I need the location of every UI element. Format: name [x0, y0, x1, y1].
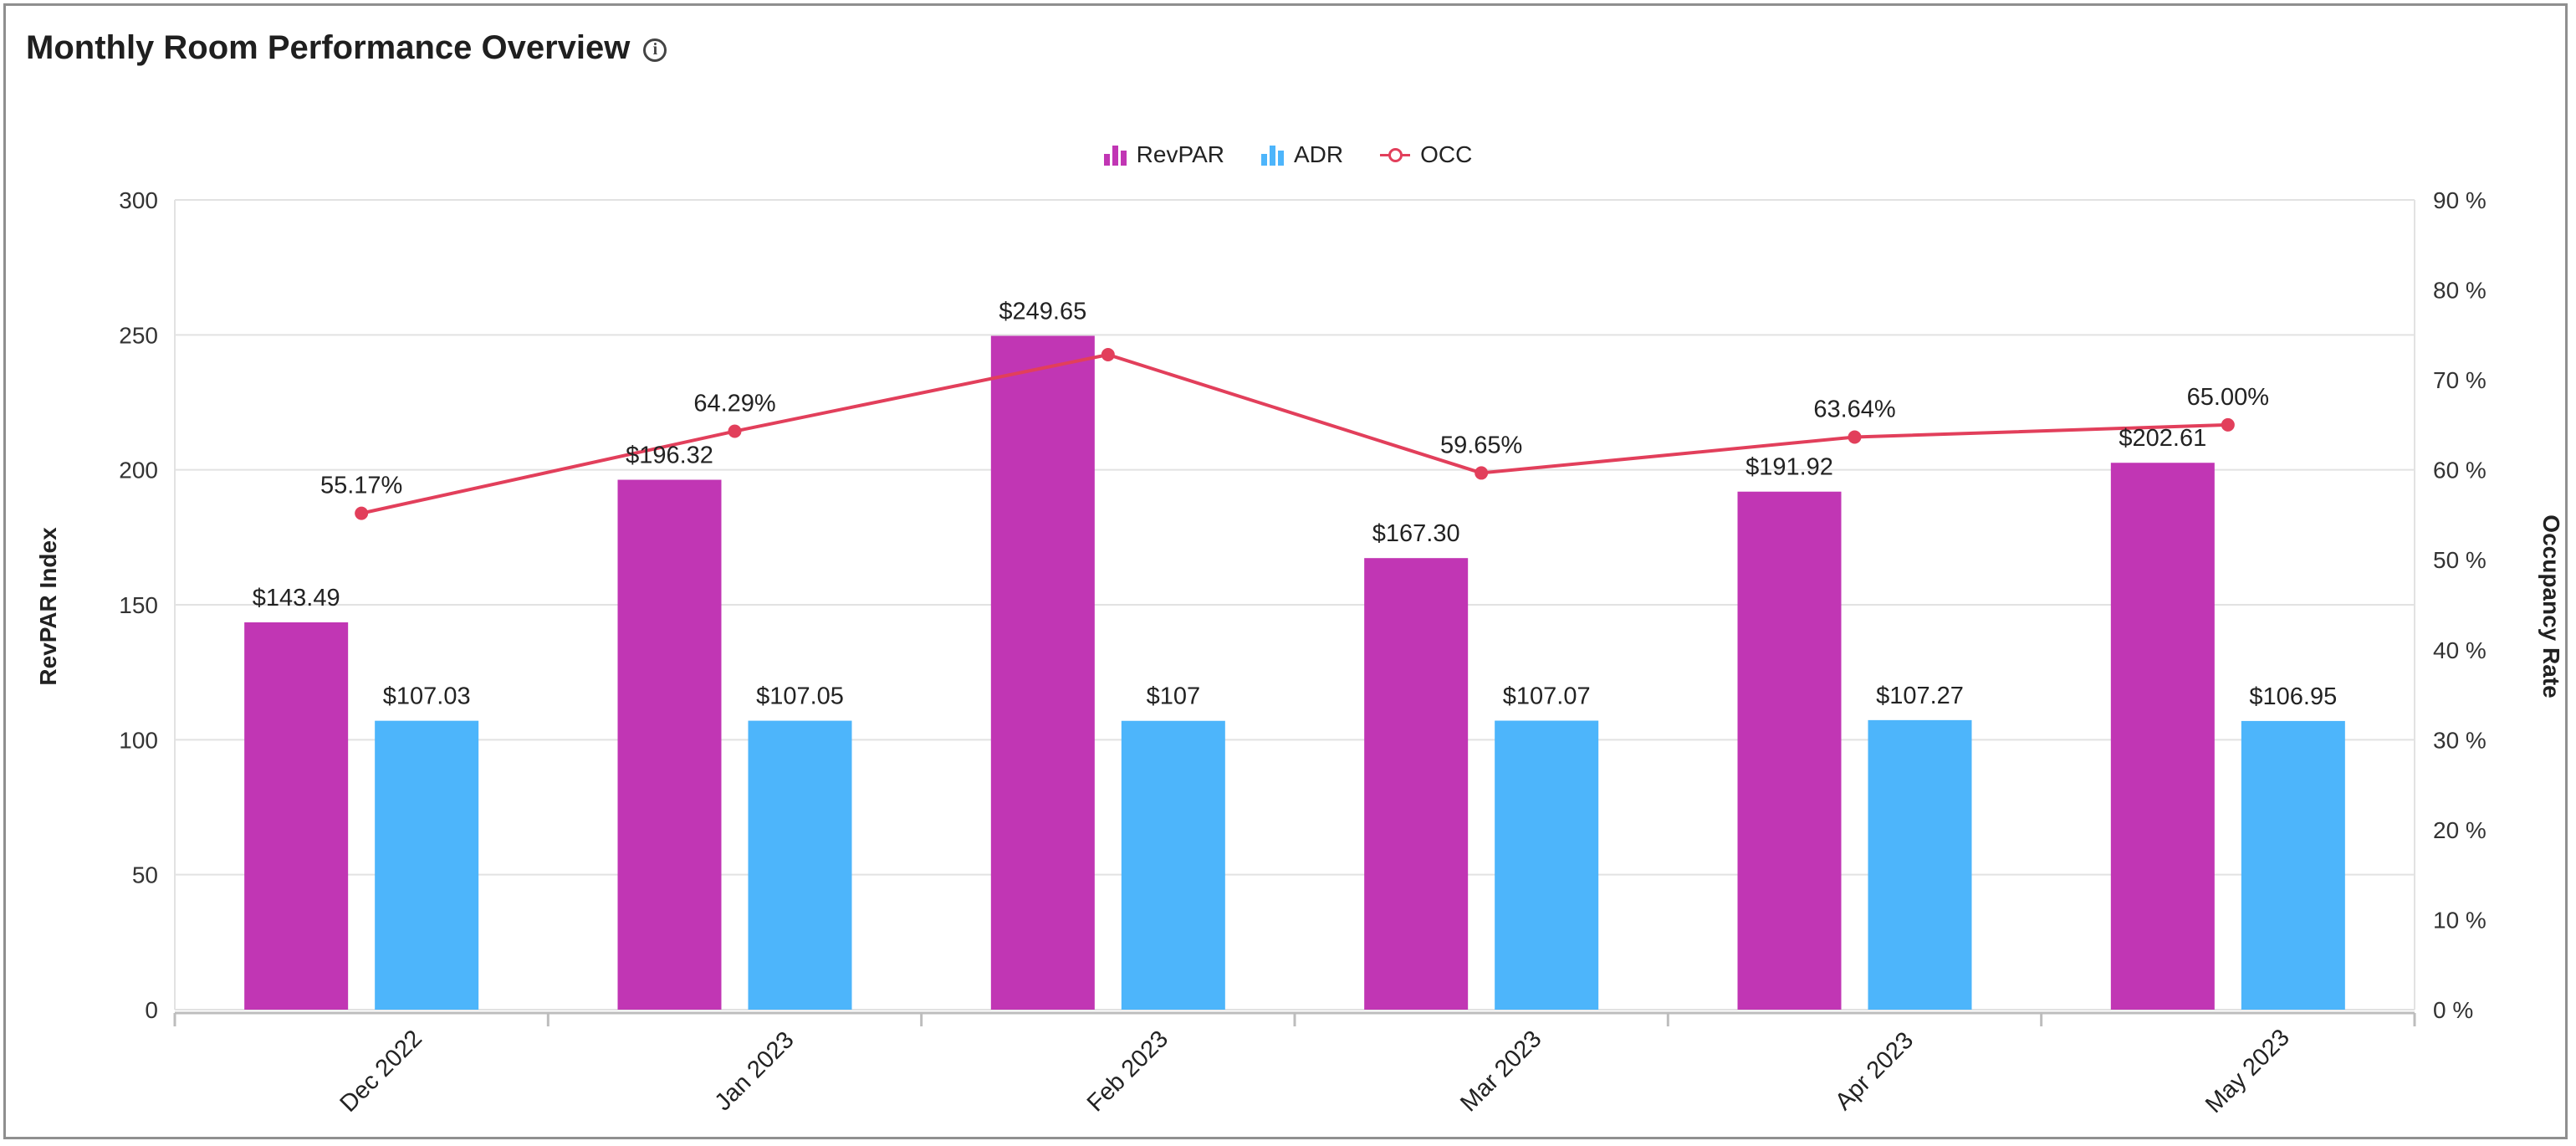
y-tick-label: 250 — [119, 322, 158, 348]
legend-label-revpar: RevPAR — [1136, 141, 1224, 167]
chart-title: Monthly Room Performance Overview — [26, 29, 631, 66]
data-label-adr: $107.27 — [1876, 683, 1964, 709]
bar-adr — [2241, 720, 2345, 1010]
data-label-adr: $107 — [1147, 683, 1201, 710]
bar-adr — [1868, 719, 1972, 1010]
line-chart-icon — [1380, 144, 1411, 166]
occ-point — [728, 424, 742, 438]
y2-tick-label: 70 % — [2433, 367, 2487, 393]
y-tick-label: 150 — [119, 592, 158, 618]
occ-point — [355, 506, 369, 520]
occ-point — [1101, 347, 1115, 361]
bar-adr — [1495, 720, 1599, 1010]
y-tick-label: 50 — [132, 862, 158, 888]
data-label-revpar: $249.65 — [999, 298, 1086, 325]
bar-chart-icon — [1260, 144, 1284, 166]
bar-revpar — [2110, 463, 2215, 1010]
y-tick-label: 0 — [145, 997, 158, 1023]
x-tick-label: Dec 2022 — [335, 1025, 427, 1117]
bar-revpar — [1364, 558, 1469, 1010]
y-tick-label: 300 — [119, 187, 158, 213]
legend-item-revpar[interactable]: RevPAR — [1103, 141, 1224, 168]
bar-revpar — [990, 335, 1095, 1010]
data-label-revpar: $191.92 — [1745, 454, 1833, 481]
chart-plot: 0 50 100 150 200 250 300 0 % 10 % 20 % 30 % 40 % 50 … — [35, 187, 2564, 1118]
bar-revpar — [617, 479, 722, 1010]
info-icon[interactable]: i — [643, 38, 667, 62]
data-label-occ: 63.64% — [1813, 396, 1895, 423]
bars — [244, 335, 2345, 1010]
data-label-adr: $107.05 — [756, 683, 844, 710]
data-label-revpar: $196.32 — [626, 443, 713, 469]
bar-adr — [1121, 720, 1225, 1010]
bar-revpar — [1737, 491, 1842, 1010]
y-tick-label: 200 — [119, 458, 158, 483]
data-labels: $143.49 $107.03 $196.32 $107.05 $249.65 $107 $… — [253, 298, 2337, 709]
y2-tick-label: 80 % — [2433, 278, 2487, 304]
occ-point — [1475, 466, 1489, 480]
legend-item-occ[interactable]: OCC — [1380, 141, 1472, 168]
data-label-adr: $107.07 — [1503, 683, 1591, 710]
y2-tick-label: 90 % — [2433, 187, 2487, 213]
gridlines — [174, 199, 2415, 1010]
y2-tick-label: 30 % — [2433, 727, 2487, 753]
y2-tick-label: 50 % — [2433, 547, 2487, 573]
chart-card: Monthly Room Performance Overview i RevP… — [3, 3, 2568, 1139]
bar-chart-icon — [1103, 144, 1127, 166]
x-tick-label: Mar 2023 — [1455, 1026, 1546, 1117]
occ-point — [1848, 430, 1862, 444]
data-label-revpar: $143.49 — [253, 585, 340, 611]
x-tick-label: Feb 2023 — [1082, 1026, 1173, 1117]
data-label-adr: $106.95 — [2249, 683, 2337, 710]
legend-label-occ: OCC — [1420, 141, 1473, 167]
x-tick-label: Jan 2023 — [710, 1026, 800, 1116]
bar-adr — [748, 720, 852, 1010]
data-label-occ: 65.00% — [2187, 384, 2269, 411]
data-label-occ: 59.65% — [1440, 432, 1522, 458]
chart-legend: RevPAR ADR OCC — [6, 141, 2570, 168]
y2-tick-label: 10 % — [2433, 907, 2487, 933]
data-label-occ: 64.29% — [693, 391, 775, 417]
y2-tick-label: 40 % — [2433, 637, 2487, 663]
x-tick-label: Apr 2023 — [1830, 1027, 1919, 1116]
x-tick-label: May 2023 — [2200, 1024, 2295, 1118]
legend-label-adr: ADR — [1293, 141, 1344, 167]
legend-item-adr[interactable]: ADR — [1260, 141, 1344, 168]
data-label-revpar: $202.61 — [2119, 425, 2206, 452]
data-label-adr: $107.03 — [383, 683, 471, 710]
card-header: Monthly Room Performance Overview i — [26, 29, 667, 67]
y2-axis-title: Occupancy Rate — [2538, 514, 2564, 698]
bar-revpar — [244, 622, 349, 1010]
occ-line — [360, 352, 2228, 515]
data-label-revpar: $167.30 — [1372, 520, 1460, 547]
data-label-occ: 55.17% — [320, 473, 402, 499]
y2-tick-label: 0 % — [2433, 997, 2473, 1023]
bar-adr — [375, 720, 479, 1010]
y2-tick-label: 60 % — [2433, 458, 2487, 483]
occ-line-series — [355, 347, 2235, 520]
y2-tick-label: 20 % — [2433, 817, 2487, 843]
occ-point — [2221, 417, 2235, 432]
y-tick-label: 100 — [119, 727, 158, 753]
y-axis-title: RevPAR Index — [35, 527, 61, 686]
